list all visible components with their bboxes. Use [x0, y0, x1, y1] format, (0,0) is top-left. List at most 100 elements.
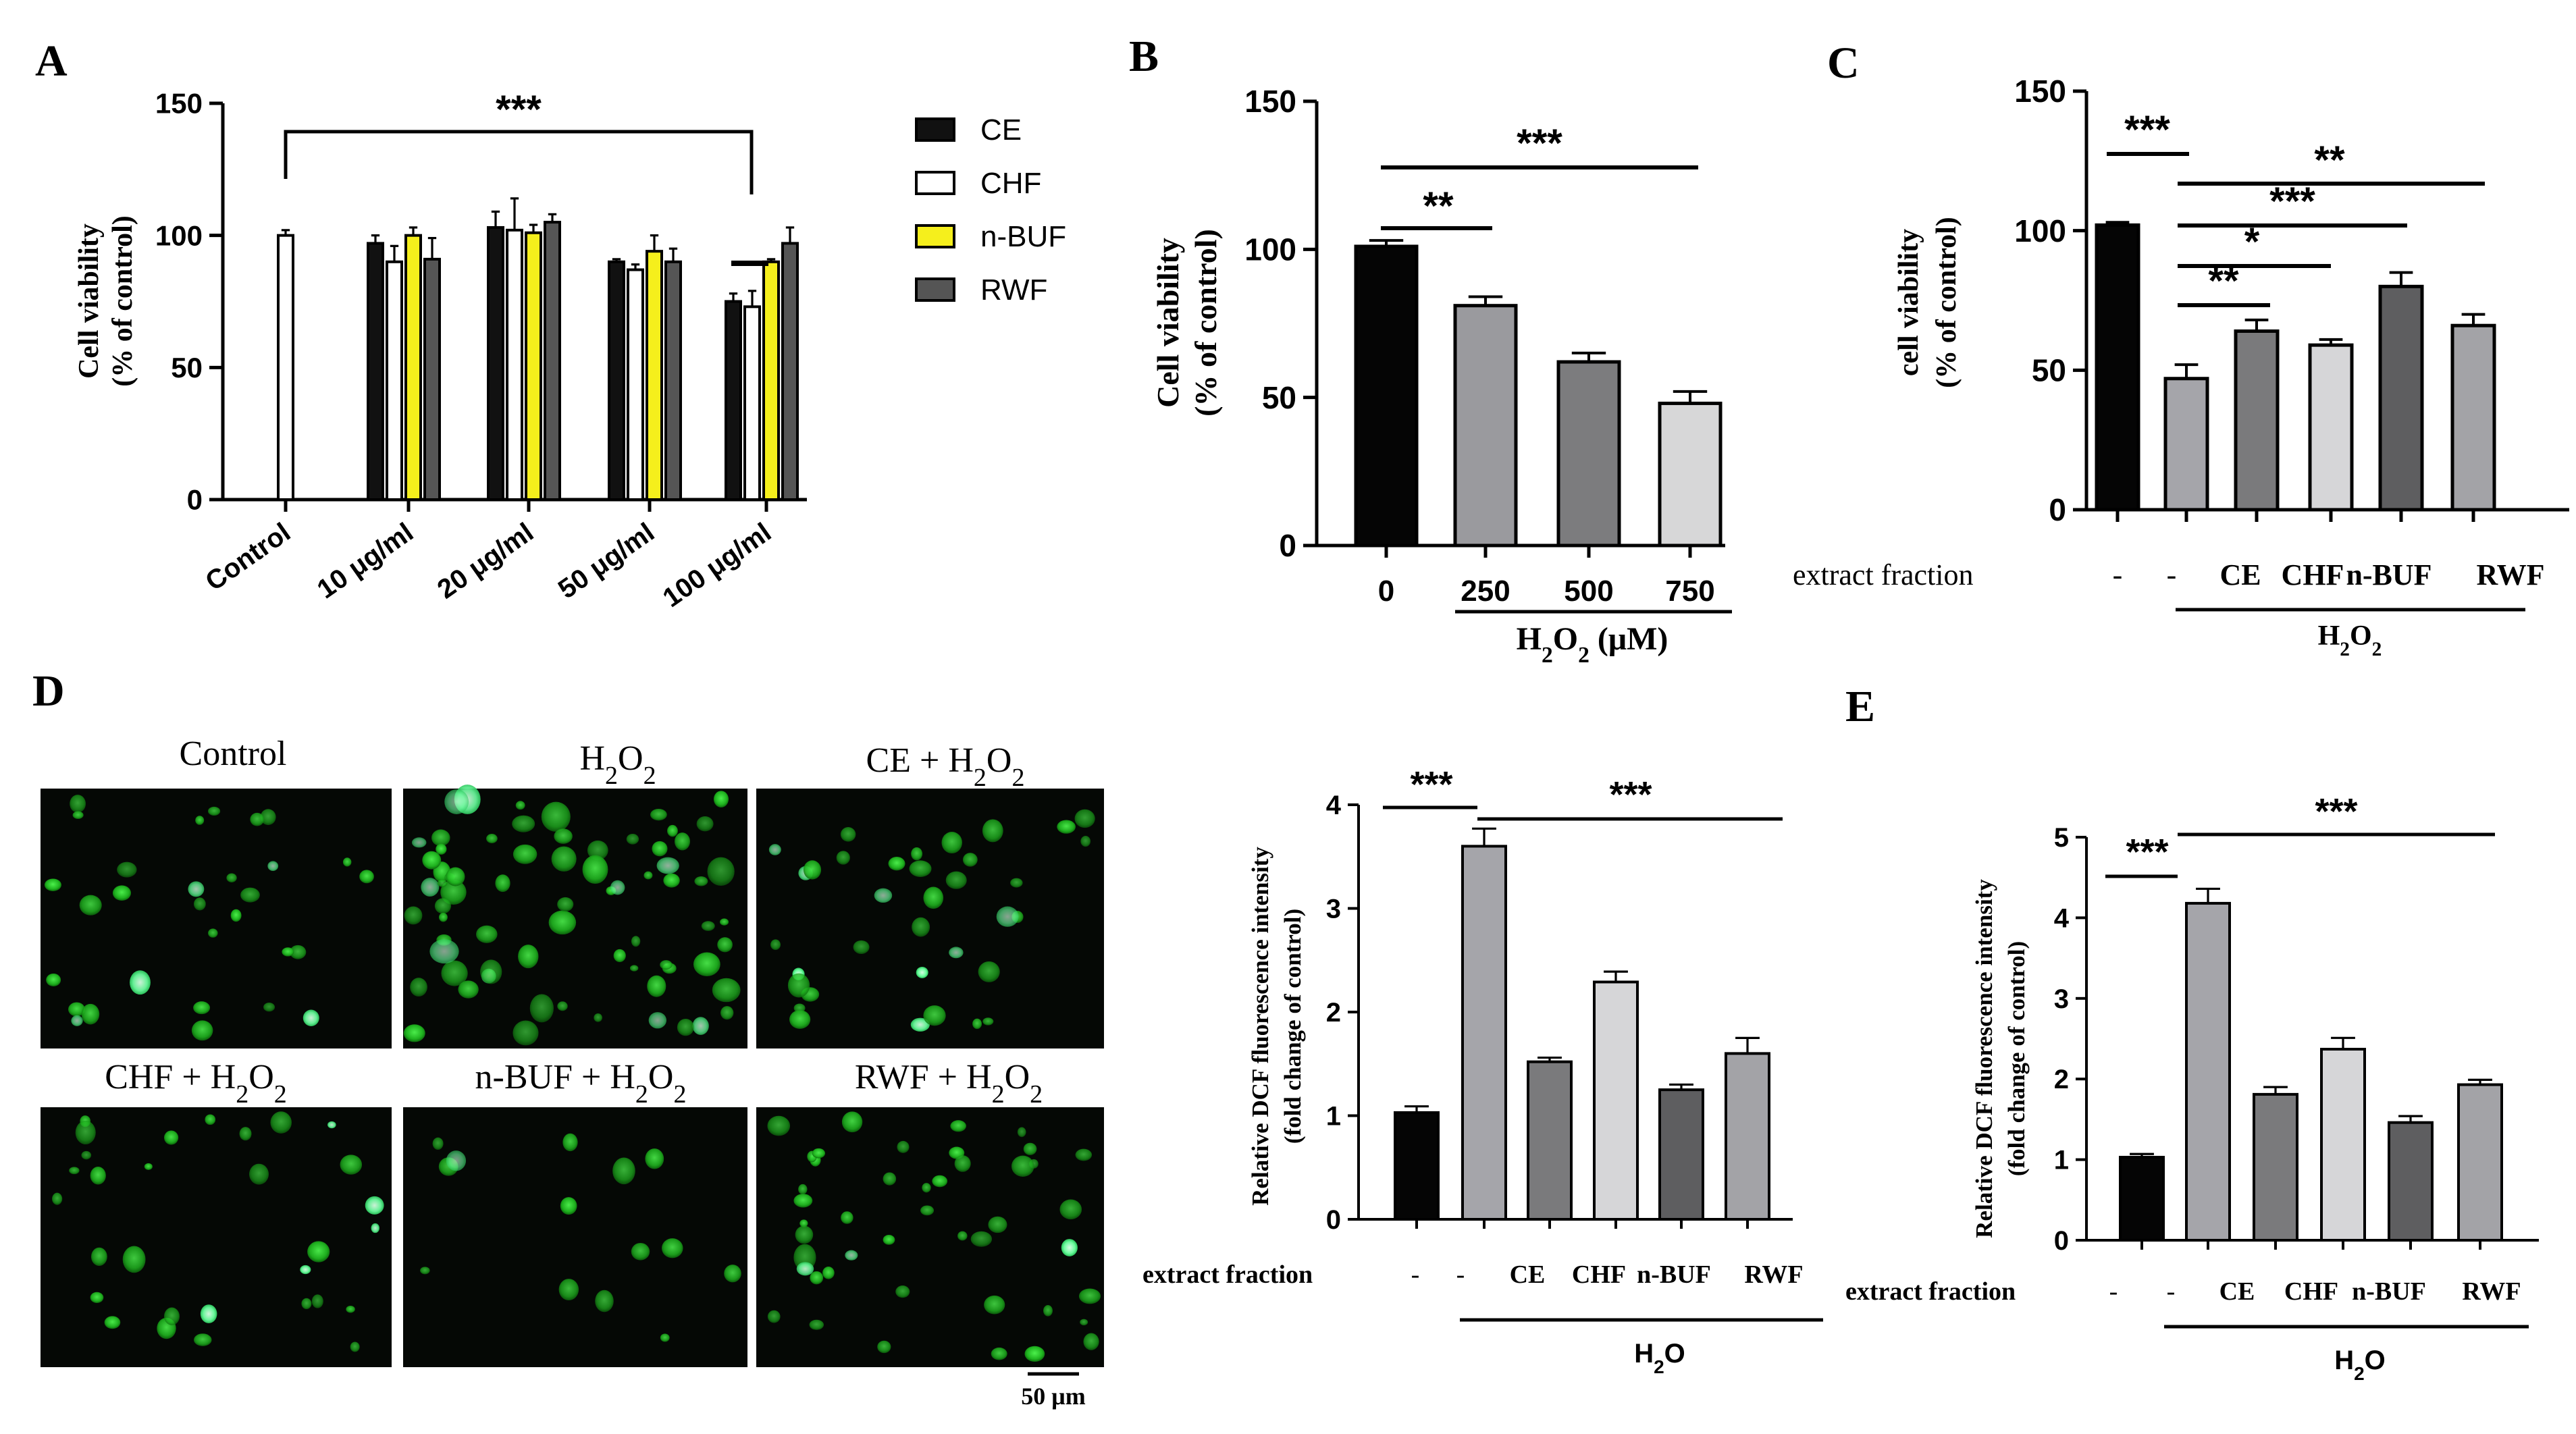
- fluorescent-cell: [1059, 1199, 1082, 1220]
- x-tick-label: Control: [200, 517, 296, 597]
- bar-n-buf-1: [525, 231, 542, 501]
- fluorescent-cell: [910, 1017, 930, 1032]
- fluorescent-cell: [845, 1250, 858, 1260]
- fluorescent-cell: [631, 1242, 650, 1260]
- significance-label: ***: [1517, 122, 1562, 165]
- x-tick-label: RWF: [1744, 1260, 1803, 1289]
- fluorescent-cell: [932, 1175, 948, 1188]
- fluorescent-cell: [923, 886, 944, 909]
- fluorescent-cell: [300, 1265, 311, 1275]
- fluorescent-cell: [1074, 809, 1095, 828]
- fluorescent-cell: [512, 815, 535, 832]
- bar-n-buf-3: [762, 260, 780, 501]
- fluorescent-cell: [303, 1009, 319, 1026]
- panel-e-y-tick-label: 1: [2054, 1146, 2069, 1175]
- fluorescent-cell: [962, 853, 978, 867]
- fluorescent-cell: [799, 1219, 808, 1227]
- fluorescent-cell: [446, 1150, 467, 1171]
- fluorescent-cell: [208, 928, 218, 938]
- fluorescent-cell: [79, 895, 102, 915]
- legend-swatch-n-buf: [915, 224, 955, 248]
- fluorescent-cell: [529, 994, 554, 1023]
- y-axis-label: cell viability (% of control): [1893, 217, 1962, 388]
- fluorescent-cell: [144, 1163, 153, 1171]
- chart-panel-e: Relative DCF fluorescence intensity (fold…: [1845, 791, 2539, 1384]
- micrograph-label: H2O2: [579, 739, 656, 790]
- fluorescent-cell: [476, 925, 498, 943]
- chart-panel-c: cell viability (% of control) 0 50 100 150 ext…: [1793, 74, 2569, 660]
- bar-1: [1461, 845, 1507, 1221]
- fluorescent-cell: [249, 1163, 269, 1185]
- panel-b-y-tick-label: 100: [1244, 232, 1296, 267]
- chart-panel-a: Cell viability(% of control) 0 50 100 150 Con…: [74, 88, 1066, 614]
- fluorescent-cell: [675, 832, 691, 851]
- fluorescent-cell: [410, 978, 427, 997]
- micrograph-3: [41, 1107, 392, 1367]
- significance-label: ***: [1609, 774, 1652, 815]
- bar-5: [2450, 323, 2496, 512]
- fluorescent-cell: [557, 1001, 568, 1011]
- fluorescent-cell: [440, 880, 467, 905]
- fluorescent-cell: [594, 1013, 602, 1022]
- x-tick-label: 20 μg/ml: [432, 517, 539, 604]
- bar-n-buf-2: [646, 250, 663, 501]
- bar-rwf-0: [423, 257, 441, 501]
- fluorescent-cell: [512, 1020, 539, 1046]
- fluorescent-cell: [240, 887, 260, 903]
- bar-3: [2308, 343, 2354, 512]
- fluorescent-cell: [954, 1155, 971, 1172]
- fluorescent-cell: [282, 947, 294, 957]
- fluorescent-cell: [421, 878, 440, 897]
- fluorescent-cell: [841, 1111, 863, 1133]
- fluorescent-cell: [441, 960, 468, 986]
- fluorescent-cell: [193, 897, 206, 911]
- bar-4: [2378, 284, 2424, 512]
- x-tick-label: n-BUF: [2346, 558, 2432, 591]
- fluorescent-cell: [422, 851, 442, 870]
- x-tick-label: -: [2167, 1277, 2176, 1306]
- fluorescent-cell: [446, 867, 465, 886]
- fluorescent-cell: [122, 1246, 146, 1273]
- fluorescent-cell: [677, 1018, 694, 1036]
- fluorescent-cell: [90, 1167, 106, 1185]
- legend-label-ce: CE: [980, 113, 1022, 147]
- fluorescent-cell: [52, 1192, 63, 1205]
- x-tick-label: 50 μg/ml: [553, 517, 660, 604]
- x-tick-label: CE: [2219, 558, 2261, 591]
- fluorescent-cell: [920, 1205, 935, 1216]
- fluorescent-cell: [836, 851, 850, 865]
- fluorescent-cell: [692, 1017, 709, 1035]
- fluorescent-cell: [263, 1003, 275, 1012]
- fluorescent-cell: [853, 940, 870, 954]
- fluorescent-cell: [650, 809, 667, 821]
- x-tick-label: CE: [1510, 1260, 1546, 1289]
- x-tick-label: 250: [1461, 575, 1510, 608]
- fluorescent-cell: [188, 881, 205, 897]
- significance-label: ***: [1410, 764, 1452, 805]
- fluorescent-cell: [438, 912, 448, 922]
- fluorescent-cell: [350, 1342, 360, 1352]
- fluorescent-cell: [371, 1223, 379, 1233]
- x-tick-label: 0: [1378, 575, 1394, 608]
- fluorescent-cell: [548, 910, 577, 935]
- fluorescent-cell: [311, 1294, 323, 1308]
- fluorescent-cell: [922, 1183, 931, 1193]
- fluorescent-cell: [582, 855, 608, 884]
- x-tick-label: n-BUF: [1637, 1260, 1711, 1289]
- bar-5: [2457, 1083, 2503, 1242]
- fluorescent-cell: [613, 949, 626, 963]
- panel-e-y-tick-label: 0: [2054, 1226, 2069, 1256]
- legend-label-chf: CHF: [980, 167, 1041, 200]
- panel-b-y-tick-label: 50: [1262, 380, 1296, 415]
- fluorescent-cell: [796, 1262, 814, 1276]
- bar-chf-0: [386, 260, 403, 501]
- bar-1: [2163, 377, 2209, 512]
- fluorescent-cell: [949, 947, 964, 959]
- x-axis-label: H2O2 (μM): [1517, 621, 1668, 668]
- fluorescent-cell: [707, 857, 735, 886]
- fluorescent-cell: [809, 1319, 824, 1330]
- fluorescent-cell: [610, 880, 625, 895]
- bar-ce-2: [608, 260, 625, 501]
- fluorescent-cell: [822, 1267, 835, 1279]
- fluorescent-cell: [643, 871, 653, 880]
